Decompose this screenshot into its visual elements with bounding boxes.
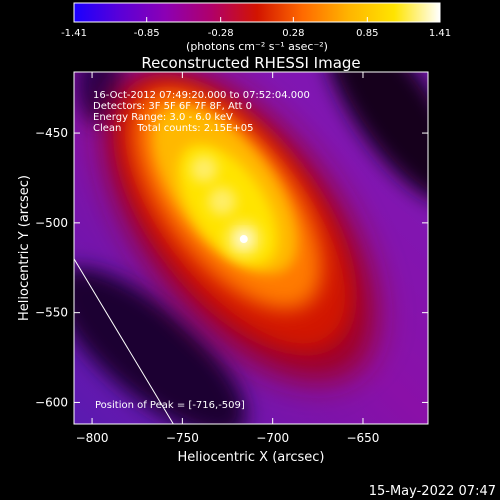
dark-region-upper-right: [323, 72, 428, 203]
annotation-energy-range: Energy Range: 3.0 - 6.0 keV: [93, 112, 233, 123]
source-blob-halo: [190, 155, 218, 183]
y-tick-label: −450: [35, 126, 68, 140]
colorbar-unit-label: (photons cm⁻² s⁻¹ asec⁻²): [186, 40, 328, 53]
colorbar-tick-label: -0.85: [134, 28, 160, 39]
peak-position-label: Position of Peak = [-716,-509]: [95, 400, 245, 411]
colorbar-tick-label: 1.41: [429, 28, 451, 39]
plot-frame: [73, 71, 429, 425]
x-axis-label: Heliocentric X (arcsec): [178, 450, 325, 465]
colorbar-gradient: [73, 2, 441, 23]
colorbar: -1.41 -0.85 -0.28 0.28 0.85 1.41 (photons cm⁻…: [61, 2, 451, 53]
y-tick-label: −550: [35, 306, 68, 320]
y-axis-label: Heliocentric Y (arcsec): [17, 175, 32, 321]
colorbar-tick-label: -1.41: [61, 28, 87, 39]
colorbar-tick-label: 0.85: [356, 28, 378, 39]
annotation-time-range: 16-Oct-2012 07:49:20.000 to 07:52:04.000: [93, 90, 310, 101]
colorbar-ticks: -1.41 -0.85 -0.28 0.28 0.85 1.41: [61, 17, 451, 39]
peak-center: [239, 235, 248, 244]
image-area: [74, 72, 428, 424]
x-tick-label: −700: [256, 431, 289, 445]
x-tick-label: −650: [346, 431, 379, 445]
dark-region-lower-left: [74, 267, 247, 424]
x-tick-label: −750: [166, 431, 199, 445]
x-axis-ticks: −800 −750 −700 −650: [76, 72, 379, 445]
footer-timestamp: 15-May-2022 07:47: [369, 484, 496, 499]
y-tick-label: −500: [35, 216, 68, 230]
y-axis-ticks: −600 −550 −500 −450: [35, 126, 428, 409]
x-tick-label: −800: [76, 431, 109, 445]
annotation-detectors: Detectors: 3F 5F 6F 7F 8F, Att 0: [93, 101, 252, 112]
chart-title: Reconstructed RHESSI Image: [141, 54, 360, 72]
y-tick-label: −600: [35, 395, 68, 409]
annotation-counts: Clean Total counts: 2.15E+05: [93, 123, 253, 134]
solar-limb-line: [74, 258, 174, 424]
colorbar-tick-label: -0.28: [208, 28, 234, 39]
source-blob-halo: [208, 187, 237, 216]
colorbar-tick-label: 0.28: [282, 28, 304, 39]
observation-annotations: 16-Oct-2012 07:49:20.000 to 07:52:04.000…: [93, 90, 310, 411]
source-blobs: [190, 155, 262, 258]
